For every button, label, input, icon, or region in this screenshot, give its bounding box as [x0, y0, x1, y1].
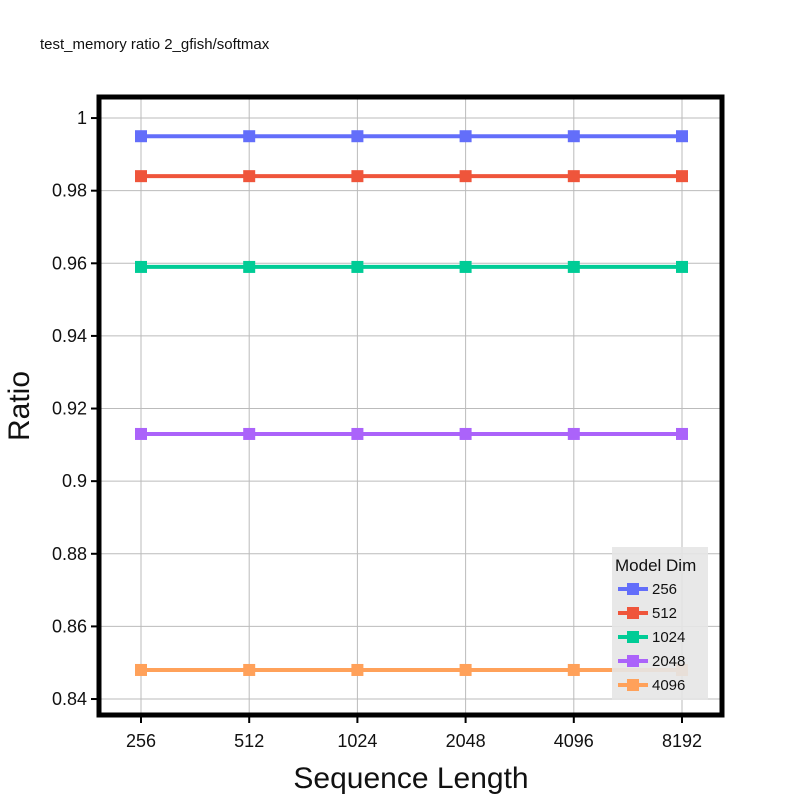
series-512 — [135, 170, 688, 183]
x-axis-title: Sequence Length — [293, 762, 528, 795]
data-point — [135, 170, 147, 183]
y-tick-label: 0.88 — [52, 544, 87, 564]
data-point — [567, 130, 580, 143]
data-point — [351, 427, 364, 440]
y-tick-label: 0.86 — [52, 616, 87, 636]
legend-item: 4096 — [618, 677, 685, 694]
data-point — [676, 427, 688, 440]
y-tick-label: 0.84 — [52, 689, 87, 709]
data-point — [243, 663, 256, 676]
data-point — [459, 260, 472, 273]
data-point — [135, 260, 147, 273]
data-point — [567, 663, 580, 676]
x-tick-label: 512 — [234, 731, 264, 751]
x-tick-label: 4096 — [554, 731, 594, 751]
y-axis-title: Ratio — [3, 371, 36, 441]
data-point — [135, 663, 147, 676]
y-tick-label: 0.98 — [52, 181, 87, 201]
y-tick-label: 0.9 — [62, 471, 87, 491]
y-tick-label: 0.96 — [52, 253, 87, 273]
data-point — [243, 170, 256, 183]
legend-swatch-marker — [627, 631, 639, 643]
data-point — [351, 663, 364, 676]
data-point — [135, 130, 147, 143]
legend-label: 512 — [652, 605, 677, 622]
legend-label: 2048 — [652, 653, 685, 670]
data-point — [676, 170, 688, 183]
legend-swatch-marker — [627, 607, 639, 619]
data-point — [351, 260, 364, 273]
y-tick-label: 1 — [77, 108, 87, 128]
data-point — [243, 260, 256, 273]
legend-swatch-marker — [627, 679, 639, 691]
data-point — [243, 130, 256, 143]
data-point — [459, 663, 472, 676]
series-4096 — [135, 663, 688, 676]
data-point — [567, 170, 580, 183]
legend-title: Model Dim — [615, 556, 696, 575]
y-tick-label: 0.92 — [52, 399, 87, 419]
x-tick-label: 2048 — [446, 731, 486, 751]
legend-swatch-marker — [627, 583, 639, 595]
data-point — [459, 170, 472, 183]
data-point — [567, 260, 580, 273]
legend-item: 1024 — [618, 629, 685, 646]
x-tick-label: 1024 — [337, 731, 377, 751]
series-layer — [135, 130, 688, 676]
legend-box — [612, 547, 708, 700]
series-2048 — [135, 427, 688, 440]
data-point — [459, 130, 472, 143]
legend-item: 512 — [618, 605, 677, 622]
legend-label: 1024 — [652, 629, 685, 646]
data-point — [351, 170, 364, 183]
data-point — [567, 427, 580, 440]
data-point — [135, 427, 147, 440]
legend: Model Dim 256 512 1024 2048 4096 — [612, 547, 708, 700]
series-256 — [135, 130, 688, 143]
data-point — [351, 130, 364, 143]
x-tick-label: 256 — [126, 731, 156, 751]
legend-label: 256 — [652, 581, 677, 598]
data-point — [459, 427, 472, 440]
legend-item: 2048 — [618, 653, 685, 670]
x-tick-label: 8192 — [662, 731, 702, 751]
plot-frame — [96, 94, 725, 718]
data-point — [676, 260, 688, 273]
data-point — [243, 427, 256, 440]
x-axis: 256 512 1024 2048 4096 8192 — [126, 715, 702, 751]
chart-title: test_memory ratio 2_gfish/softmax — [40, 36, 270, 53]
legend-label: 4096 — [652, 677, 685, 694]
y-tick-label: 0.94 — [52, 326, 87, 346]
series-1024 — [135, 260, 688, 273]
y-axis: 0.84 0.86 0.88 0.9 0.92 0.94 0.96 0.98 1 — [52, 108, 99, 709]
legend-item: 256 — [618, 581, 677, 598]
data-point — [676, 130, 688, 143]
legend-swatch-marker — [627, 655, 639, 667]
